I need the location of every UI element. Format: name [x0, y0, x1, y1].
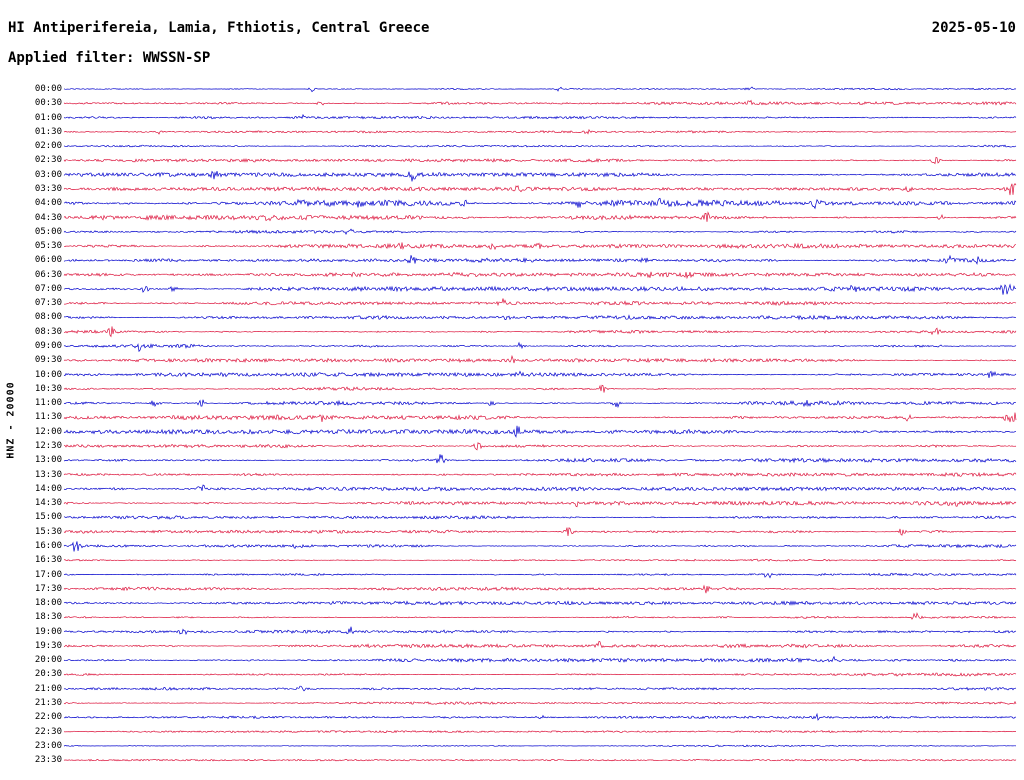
trace-row-1900 [63, 626, 1017, 635]
record-date: 2025-05-10 [931, 20, 1016, 36]
trace-row-0600 [63, 254, 1017, 265]
trace-row-0030 [63, 99, 1017, 106]
trace-row-1630 [63, 558, 1017, 562]
trace-row-0330 [63, 182, 1017, 196]
trace-row-2100 [63, 685, 1017, 692]
trace-row-0230 [63, 156, 1017, 165]
trace-row-1800 [63, 600, 1017, 606]
trace-row-0430 [63, 211, 1017, 222]
trace-row-0500 [63, 228, 1017, 235]
trace-row-1830 [63, 612, 1017, 620]
trace-row-0730 [63, 298, 1017, 307]
trace-row-1200 [63, 425, 1017, 438]
trace-row-1230 [63, 442, 1017, 451]
trace-row-0400 [63, 197, 1017, 210]
trace-row-0130 [63, 128, 1017, 135]
trace-row-1430 [63, 500, 1017, 508]
trace-row-0930 [63, 354, 1017, 364]
trace-row-0530 [63, 242, 1016, 251]
trace-row-1400 [63, 484, 1017, 492]
trace-row-1530 [63, 527, 1017, 536]
trace-row-2000 [63, 655, 1017, 663]
trace-row-2300 [63, 744, 1017, 748]
trace-row-1100 [63, 399, 1016, 409]
trace-row-1730 [63, 584, 1017, 594]
trace-row-0900 [63, 341, 1017, 353]
trace-row-1930 [63, 640, 1017, 649]
trace-row-0800 [64, 314, 1017, 321]
trace-row-1300 [63, 454, 1017, 464]
trace-row-2200 [63, 712, 1017, 721]
trace-row-0100 [63, 113, 1017, 120]
trace-row-1330 [63, 471, 1017, 478]
trace-row-1500 [63, 515, 1017, 521]
trace-row-2230 [63, 730, 1017, 734]
station-title: HI Antiperifereia, Lamia, Fthiotis, Cent… [8, 20, 430, 36]
trace-row-0200 [63, 144, 1017, 148]
trace-row-2130 [63, 700, 1017, 706]
trace-row-2030 [63, 672, 1017, 677]
trace-row-0000 [63, 86, 1017, 93]
trace-row-1030 [63, 384, 1017, 393]
trace-row-0630 [63, 271, 1017, 280]
applied-filter-label: Applied filter: WWSSN-SP [8, 50, 211, 66]
trace-row-1130 [63, 412, 1017, 423]
trace-row-1600 [63, 541, 1017, 552]
trace-row-0300 [63, 170, 1017, 182]
trace-row-1000 [63, 370, 1017, 378]
trace-row-0700 [63, 283, 1017, 295]
trace-row-2330 [63, 758, 1017, 762]
trace-row-1700 [63, 572, 1017, 579]
trace-row-0830 [63, 326, 1017, 338]
